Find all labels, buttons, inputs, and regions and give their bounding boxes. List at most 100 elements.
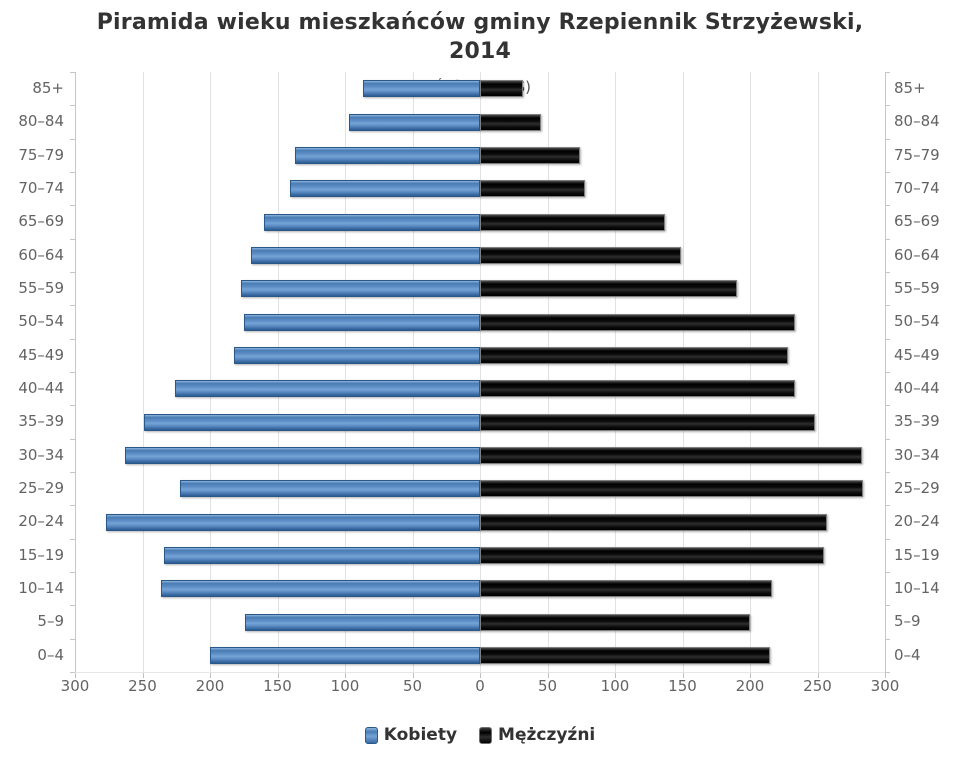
bar-kobiety[interactable] xyxy=(143,413,480,431)
y-axis-tick-right xyxy=(885,239,890,240)
bar-kobiety[interactable] xyxy=(174,380,480,398)
y-axis-tick-left xyxy=(70,672,75,673)
y-axis-tick-right xyxy=(885,605,890,606)
y-axis-category-label: 10–14 xyxy=(18,579,64,597)
x-axis-tick-label: 250 xyxy=(803,677,832,695)
bar-mezczyzni[interactable] xyxy=(480,113,541,131)
y-axis-tick-right xyxy=(885,105,890,106)
bar-mezczyzni[interactable] xyxy=(480,146,580,164)
y-axis-tick-left xyxy=(70,605,75,606)
y-axis-category-label: 35–39 xyxy=(894,412,940,431)
y-axis-tick-left xyxy=(70,339,75,340)
y-axis-category-label: 0–4 xyxy=(37,645,64,664)
y-axis-tick-right xyxy=(885,439,890,440)
bar-mezczyzni[interactable] xyxy=(480,213,665,231)
y-axis-category-label: 30–34 xyxy=(18,445,64,464)
axis-line xyxy=(75,72,76,672)
bar-kobiety[interactable] xyxy=(243,313,480,331)
y-axis-category-label: 5–9 xyxy=(37,612,64,631)
x-axis-tick xyxy=(682,673,684,678)
bar-kobiety[interactable] xyxy=(362,80,480,98)
x-axis-tick-label: 250 xyxy=(128,677,157,695)
y-axis-category-label: 70–74 xyxy=(894,179,940,197)
y-axis-tick-right xyxy=(885,372,890,373)
grid-line xyxy=(682,72,684,672)
x-axis-tick xyxy=(277,673,279,678)
x-axis-tick xyxy=(75,673,76,678)
y-axis-tick-left xyxy=(70,172,75,173)
bar-mezczyzni[interactable] xyxy=(480,346,788,364)
bar-kobiety[interactable] xyxy=(264,213,480,231)
x-axis-tick-label: 150 xyxy=(668,677,697,695)
y-axis-category-label: 80–84 xyxy=(894,112,940,131)
bar-mezczyzni[interactable] xyxy=(480,313,795,331)
y-axis-tick-left xyxy=(70,305,75,306)
bar-mezczyzni[interactable] xyxy=(480,446,863,464)
bar-mezczyzni[interactable] xyxy=(480,580,772,598)
x-axis-tick-label: 300 xyxy=(60,677,90,695)
bar-mezczyzni[interactable] xyxy=(480,246,682,264)
bar-kobiety[interactable] xyxy=(349,113,480,131)
y-axis-category-label: 60–64 xyxy=(894,245,940,264)
kobiety-swatch-icon xyxy=(364,726,378,744)
legend-item-mezczyzni[interactable]: Mężczyźni xyxy=(479,725,595,745)
y-axis-tick-left xyxy=(70,572,75,573)
bar-kobiety[interactable] xyxy=(241,280,480,298)
bar-mezczyzni[interactable] xyxy=(480,546,825,564)
bar-mezczyzni[interactable] xyxy=(480,413,815,431)
x-axis-tick xyxy=(142,673,144,678)
y-axis-category-label: 55–59 xyxy=(894,279,940,297)
y-axis-tick-left xyxy=(70,639,75,640)
legend: Kobiety Mężczyźni xyxy=(0,725,960,745)
bar-mezczyzni[interactable] xyxy=(480,180,586,198)
bar-kobiety[interactable] xyxy=(289,180,480,198)
bar-mezczyzni[interactable] xyxy=(480,280,737,298)
y-axis-tick-left xyxy=(70,72,75,73)
x-axis-tick-label: 0 xyxy=(475,677,485,695)
x-axis-tick-label: 150 xyxy=(263,677,292,695)
bar-mezczyzni[interactable] xyxy=(480,80,524,98)
bar-mezczyzni[interactable] xyxy=(480,480,864,498)
bar-mezczyzni[interactable] xyxy=(480,380,795,398)
y-axis-category-label: 50–54 xyxy=(18,312,64,331)
y-axis-category-label: 45–49 xyxy=(18,345,64,364)
grid-line xyxy=(210,72,211,672)
y-axis-category-label: 80–84 xyxy=(18,112,64,131)
bar-kobiety[interactable] xyxy=(250,246,480,264)
y-axis-tick-left xyxy=(70,205,75,206)
bar-mezczyzni[interactable] xyxy=(480,646,771,664)
bar-kobiety[interactable] xyxy=(295,146,480,164)
bar-kobiety[interactable] xyxy=(210,646,480,664)
bar-kobiety[interactable] xyxy=(180,480,480,498)
y-axis-tick-right xyxy=(885,172,890,173)
y-axis-category-label: 20–24 xyxy=(18,512,64,531)
grid-line xyxy=(412,72,414,672)
bar-kobiety[interactable] xyxy=(164,546,480,564)
grid-line xyxy=(817,72,819,672)
bar-kobiety[interactable] xyxy=(234,346,480,364)
y-axis-tick-right xyxy=(885,339,890,340)
y-axis-tick-right xyxy=(885,139,890,140)
bar-kobiety[interactable] xyxy=(124,446,480,464)
y-axis-category-label: 15–19 xyxy=(18,545,64,564)
x-axis-tick xyxy=(345,673,346,678)
bar-mezczyzni[interactable] xyxy=(480,613,750,631)
bar-kobiety[interactable] xyxy=(161,580,480,598)
grid-line xyxy=(345,72,346,672)
x-axis-tick xyxy=(750,673,751,678)
y-axis-tick-left xyxy=(70,505,75,506)
x-axis-tick xyxy=(885,673,886,678)
y-axis-category-label: 20–24 xyxy=(894,512,940,531)
bar-kobiety[interactable] xyxy=(245,613,480,631)
legend-item-kobiety[interactable]: Kobiety xyxy=(364,725,457,745)
y-axis-tick-right xyxy=(885,305,890,306)
bar-kobiety[interactable] xyxy=(106,513,480,531)
bar-mezczyzni[interactable] xyxy=(480,513,827,531)
y-axis-category-label: 15–19 xyxy=(894,545,940,564)
x-axis-tick xyxy=(480,673,481,678)
plot-area xyxy=(70,72,890,678)
y-axis-category-label: 75–79 xyxy=(18,145,64,164)
x-axis-tick-label: 50 xyxy=(537,677,558,695)
y-axis-category-label: 40–44 xyxy=(894,379,940,397)
